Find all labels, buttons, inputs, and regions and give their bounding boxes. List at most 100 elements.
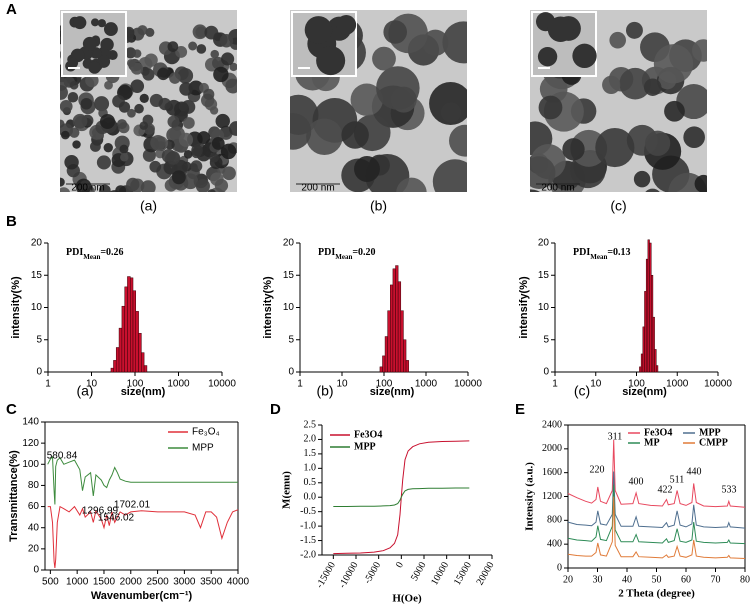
y-tick-label: 0.0 <box>304 492 317 503</box>
x-tick-label: 20 <box>563 574 573 585</box>
bar <box>640 353 644 373</box>
particle <box>290 113 312 150</box>
particle <box>162 199 176 213</box>
legend-label: MPP <box>192 443 214 454</box>
particle <box>653 44 694 84</box>
particle <box>691 39 707 62</box>
bar <box>384 336 388 373</box>
particle <box>643 78 662 96</box>
inset-particle <box>67 57 79 69</box>
bar <box>115 347 120 373</box>
inset-particle <box>316 46 346 76</box>
annotation-part: =0.13 <box>607 247 630 258</box>
y-tick-label: -2.0 <box>300 549 316 560</box>
inset-particle <box>88 61 101 74</box>
particle <box>103 142 113 153</box>
particle <box>139 93 149 104</box>
panel-label: A <box>6 1 17 18</box>
particle <box>128 204 138 214</box>
y-axis-label: intensity(%) <box>10 276 22 339</box>
particle <box>85 73 99 88</box>
particle <box>116 119 128 130</box>
particle <box>72 140 81 149</box>
x-tick-label: -5000 <box>362 560 383 586</box>
image-caption: (b) <box>370 198 387 214</box>
particle <box>149 160 162 173</box>
particle <box>209 106 219 115</box>
peak-label: 220 <box>590 464 605 475</box>
y-tick-label: -1.5 <box>300 535 316 546</box>
particle <box>69 80 79 90</box>
particle <box>104 80 113 90</box>
bar <box>130 277 134 373</box>
y-tick-label: 20 <box>28 543 40 554</box>
y-tick-label: 1.5 <box>304 448 317 459</box>
x-tick-label: 10000 <box>429 560 451 587</box>
bar <box>143 365 148 373</box>
panel-label: D <box>270 401 281 418</box>
bar <box>138 333 142 373</box>
data-line <box>567 471 746 529</box>
peak-label: 1546.02 <box>98 513 135 524</box>
particle <box>60 100 73 113</box>
particle <box>619 67 651 100</box>
particle <box>69 127 80 138</box>
x-tick-label: 10 <box>590 379 602 390</box>
particle <box>115 185 127 192</box>
particle <box>383 20 407 44</box>
particle <box>167 115 180 128</box>
x-tick-label: 15000 <box>452 560 474 587</box>
particle <box>213 196 224 207</box>
annotation-part: PDI <box>66 247 83 258</box>
particle <box>197 131 211 145</box>
y-tick-label: 2400 <box>542 419 562 430</box>
particle <box>440 102 462 123</box>
particle <box>88 201 98 211</box>
particle <box>178 102 188 112</box>
particle <box>432 159 467 192</box>
bar <box>141 352 145 373</box>
particle <box>124 47 137 59</box>
particle <box>210 49 220 59</box>
particle <box>538 95 563 120</box>
bar <box>132 290 136 373</box>
x-tick-label: 100 <box>376 379 393 390</box>
particle <box>625 21 643 39</box>
particle <box>59 195 72 208</box>
x-tick-label: 10 <box>86 379 98 390</box>
particle <box>134 103 144 114</box>
y-tick-label: 0 <box>288 367 294 378</box>
particle <box>119 84 130 95</box>
bar <box>644 291 647 373</box>
y-axis-label: M(emu) <box>281 471 293 509</box>
particle <box>204 25 219 40</box>
bar <box>382 355 386 373</box>
peak-label: 580.84 <box>47 451 78 462</box>
particle <box>183 117 195 129</box>
y-tick-label: 120 <box>22 438 39 449</box>
particle <box>225 78 237 94</box>
annotation-part: Mean <box>335 253 352 261</box>
y-tick-label: 80 <box>28 480 40 491</box>
particle <box>182 173 199 190</box>
particles <box>59 24 237 214</box>
annotation-part: PDI <box>573 247 590 258</box>
particle <box>99 113 116 129</box>
y-tick-label: 1200 <box>542 491 562 502</box>
legend-label: Fe3O4 <box>354 429 382 440</box>
inset-particle <box>82 36 97 51</box>
x-tick-label: 0 <box>394 560 406 570</box>
bar <box>639 366 642 373</box>
y-tick-label: 5 <box>288 334 294 345</box>
y-axis-label: intensify(%) <box>518 276 530 339</box>
peak-label: 311 <box>608 431 623 442</box>
data-line <box>567 484 746 545</box>
annotation-part: =0.26 <box>100 247 123 258</box>
y-tick-label: 5 <box>36 334 42 345</box>
data-line <box>47 455 238 505</box>
x-tick-label: 10000 <box>704 379 732 390</box>
y-tick-label: 5 <box>543 334 549 345</box>
peak-label: 533 <box>722 484 737 495</box>
particle <box>185 195 196 206</box>
